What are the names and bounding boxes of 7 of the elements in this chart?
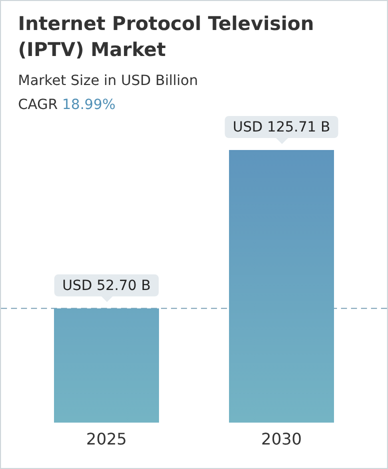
x-tick-label: 2030 — [261, 430, 302, 449]
x-tick-label: 2025 — [86, 430, 127, 449]
text: CAGR 18.99% — [18, 97, 116, 113]
chart-title: Internet Protocol Television (IPTV) Market — [18, 12, 315, 63]
data-label: USD 52.70 B — [62, 278, 151, 294]
chart-subtitle: Market Size in USD Billion — [18, 73, 198, 89]
data-label: USD 125.71 B — [232, 120, 330, 136]
